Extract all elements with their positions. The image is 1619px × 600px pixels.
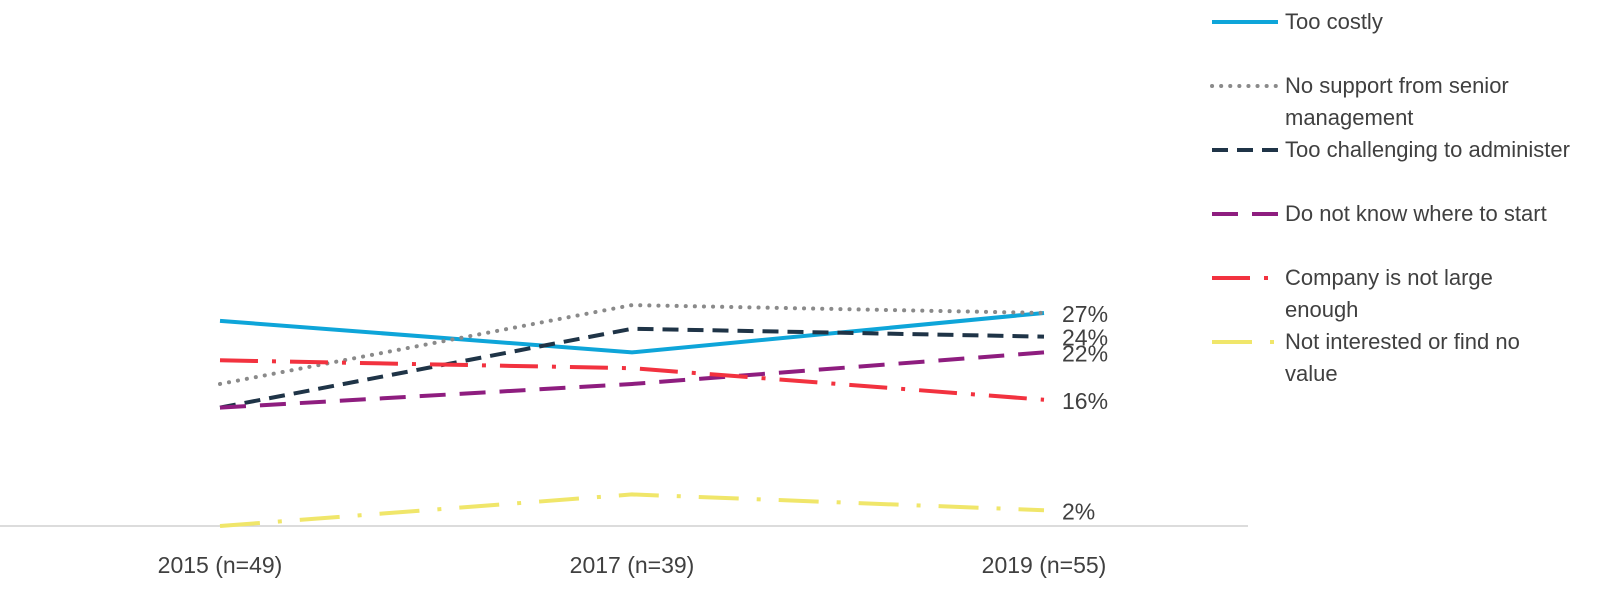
x-tick-label: 2019 (n=55) (982, 552, 1107, 578)
x-tick-label: 2015 (n=49) (158, 552, 283, 578)
legend-label: No support from senior management (1285, 73, 1509, 130)
data-label: 27% (1062, 301, 1108, 327)
series-line (219, 310, 1045, 355)
series-line (219, 326, 1045, 410)
x-tick-label: 2017 (n=39) (570, 552, 695, 578)
series-line (219, 350, 1045, 410)
legend-label: Too costly (1285, 9, 1383, 34)
data-label: 2% (1062, 498, 1095, 524)
data-label: 24% (1062, 325, 1108, 351)
data-label: 16% (1062, 388, 1108, 414)
legend-label: Do not know where to start (1285, 201, 1547, 226)
data-label: 22% (1062, 340, 1108, 366)
series-line (219, 358, 1045, 402)
series-line (218, 303, 1046, 386)
legend-label: Too challenging to administer (1285, 137, 1570, 162)
legend-label: Company is not large enough (1285, 265, 1493, 322)
legend-label: Not interested or find no value (1285, 329, 1520, 386)
series-line (219, 492, 1045, 528)
